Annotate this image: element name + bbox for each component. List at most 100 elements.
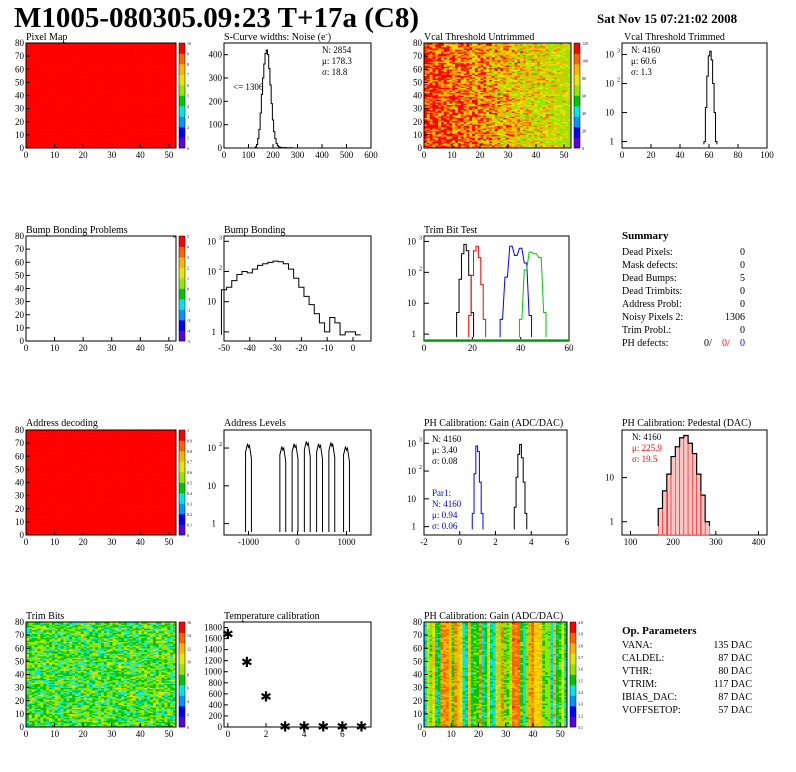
heatmap-cell (51, 107, 56, 109)
heatmap-cell (26, 57, 30, 60)
heatmap-cell (63, 91, 67, 94)
heatmap-cell (72, 119, 76, 121)
heatmap-cell (60, 73, 64, 75)
heatmap-cell (54, 141, 59, 144)
heatmap-cell (60, 66, 64, 69)
heatmap-cell (72, 115, 76, 117)
heatmap-cell (34, 46, 38, 49)
heatmap-cell (31, 137, 35, 140)
heatmap-cell (72, 144, 76, 146)
heatmap-cell (40, 119, 44, 121)
heatmap-cell (49, 98, 53, 100)
heatmap-cell (75, 45, 79, 48)
heatmap-cell (77, 144, 82, 146)
heatmap-cell (77, 104, 82, 107)
heatmap-cell (26, 56, 30, 58)
heatmap-cell (46, 77, 50, 79)
heatmap-cell (26, 92, 30, 95)
heatmap-cell (37, 60, 41, 62)
heatmap-cell (43, 75, 47, 78)
heatmap-cell (46, 50, 50, 53)
heatmap-cell (43, 96, 47, 99)
heatmap-cell (69, 133, 73, 136)
heatmap-cell (40, 112, 44, 115)
heatmap-cell (80, 98, 84, 100)
heatmap-cell (51, 119, 56, 121)
heatmap-cell (40, 146, 44, 149)
heatmap-cell (51, 78, 56, 81)
heatmap-cell (40, 60, 44, 62)
heatmap-cell (63, 85, 67, 87)
heatmap-cell (72, 82, 76, 84)
heatmap-cell (63, 62, 67, 65)
heatmap-cell (40, 123, 44, 125)
heatmap-cell (54, 45, 59, 48)
heatmap-cell (26, 119, 30, 121)
heatmap-cell (51, 108, 56, 111)
heatmap-cell (40, 44, 44, 46)
heatmap-cell (40, 49, 44, 52)
heatmap-cell (57, 111, 61, 113)
y-tick-label: 60 (15, 64, 25, 74)
heatmap-cell (40, 74, 44, 77)
heatmap-cell (51, 56, 56, 58)
heatmap-cell (49, 69, 53, 71)
heatmap-cell (49, 123, 53, 125)
heatmap-cell (31, 79, 35, 82)
heatmap-cell (54, 85, 59, 87)
heatmap-cell (31, 141, 35, 144)
y-tick-label: 400 (209, 50, 223, 60)
heatmap-cell (75, 67, 79, 70)
heatmap-cell (40, 62, 44, 65)
heatmap-cell (43, 144, 47, 146)
heatmap-cell (46, 90, 50, 92)
heatmap-cell (63, 111, 67, 113)
heatmap-cell (51, 58, 56, 61)
heatmap-cell (37, 103, 41, 105)
heatmap-cell (26, 81, 30, 83)
heatmap-cell (28, 142, 33, 145)
heatmap-cell (46, 78, 50, 81)
heatmap-cell (46, 99, 50, 102)
heatmap-cell (72, 111, 76, 113)
heatmap-cell (51, 113, 56, 116)
heatmap-cell (54, 112, 59, 115)
heatmap-cell (72, 46, 76, 49)
heatmap-cell (66, 116, 70, 119)
heatmap-cell (60, 91, 64, 94)
heatmap-cell (77, 82, 82, 84)
heatmap-cell (69, 96, 73, 99)
heatmap-cell (69, 123, 73, 125)
heatmap-cell (75, 146, 79, 149)
heatmap-cell (40, 94, 44, 96)
heatmap-cell (77, 90, 82, 92)
heatmap-cell (43, 52, 47, 54)
heatmap-cell (49, 132, 53, 134)
heatmap-cell (31, 104, 35, 107)
heatmap-cell (75, 120, 79, 123)
heatmap-cell (51, 57, 56, 60)
heatmap-cell (66, 132, 70, 134)
heatmap-cell (60, 57, 64, 60)
heatmap-cell (34, 117, 38, 120)
heatmap-cell (26, 65, 30, 67)
heatmap-cell (80, 102, 84, 104)
heatmap-cell (60, 125, 64, 128)
heatmap-cell (34, 62, 38, 65)
heatmap-cell (51, 146, 56, 149)
heatmap-cell (66, 60, 70, 62)
heatmap-cell (69, 124, 73, 126)
heatmap-cell (77, 99, 82, 102)
heatmap-cell (57, 61, 61, 63)
heatmap-cell (28, 58, 33, 61)
heatmap-cell (63, 106, 67, 108)
heatmap-cell (66, 115, 70, 117)
color-scale-label: 4 (187, 104, 189, 109)
heatmap-cell (69, 107, 73, 109)
heatmap-cell (72, 90, 76, 92)
heatmap-cell (26, 91, 30, 94)
stat-sigma: σ: 18.8 (322, 67, 348, 77)
heatmap-cell (40, 132, 44, 134)
heatmap-cell (75, 145, 79, 147)
heatmap-cell (72, 71, 76, 74)
